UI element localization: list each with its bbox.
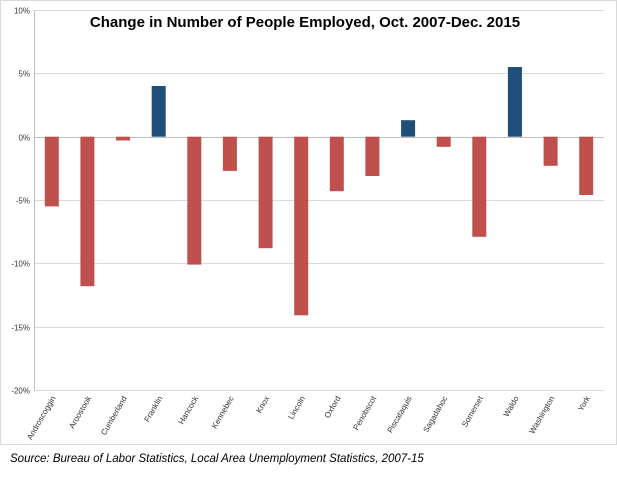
chart-frame: 10% 5% 0% -5% -10% -15% -20% Androscoggin Aroos…	[0, 0, 617, 445]
bar-chart: 10%5%0%-5%-10%-15%-20% Androscoggin Aroos…	[0, 0, 617, 445]
bar-androscoggin	[44, 136, 59, 207]
bar-aroostook	[80, 136, 95, 287]
bar-waldo	[507, 67, 522, 137]
bar-hancock	[187, 136, 202, 265]
bar-somerset	[472, 136, 487, 237]
y-tick-label: -10%	[11, 260, 30, 269]
bar-cumberland	[116, 136, 131, 141]
y-tick-label: 10%	[14, 7, 30, 16]
bar-oxford	[329, 136, 344, 192]
bar-york	[579, 136, 594, 195]
bar-washington	[543, 136, 558, 166]
chart-title: Change in Number of People Employed, Oct…	[90, 14, 520, 31]
bar-franklin	[151, 86, 166, 137]
bar-sagadahoc	[436, 136, 451, 147]
bars	[44, 67, 594, 316]
y-tick-label: 5%	[18, 70, 30, 79]
bar-penobscot	[365, 136, 380, 176]
bar-kennebec	[222, 136, 237, 171]
y-tick-label: 0%	[18, 134, 30, 143]
bar-lincoln	[294, 136, 309, 316]
y-axis: 10% 5% 0% -5% -10% -15% -20%	[11, 7, 30, 396]
y-tick-label: -20%	[11, 387, 30, 396]
source-note: Source: Bureau of Labor Statistics, Loca…	[10, 453, 424, 465]
y-tick-label: -15%	[11, 324, 30, 333]
y-tick-label: -5%	[16, 197, 30, 206]
bar-knox	[258, 136, 273, 249]
bar-piscataquis	[401, 120, 416, 137]
